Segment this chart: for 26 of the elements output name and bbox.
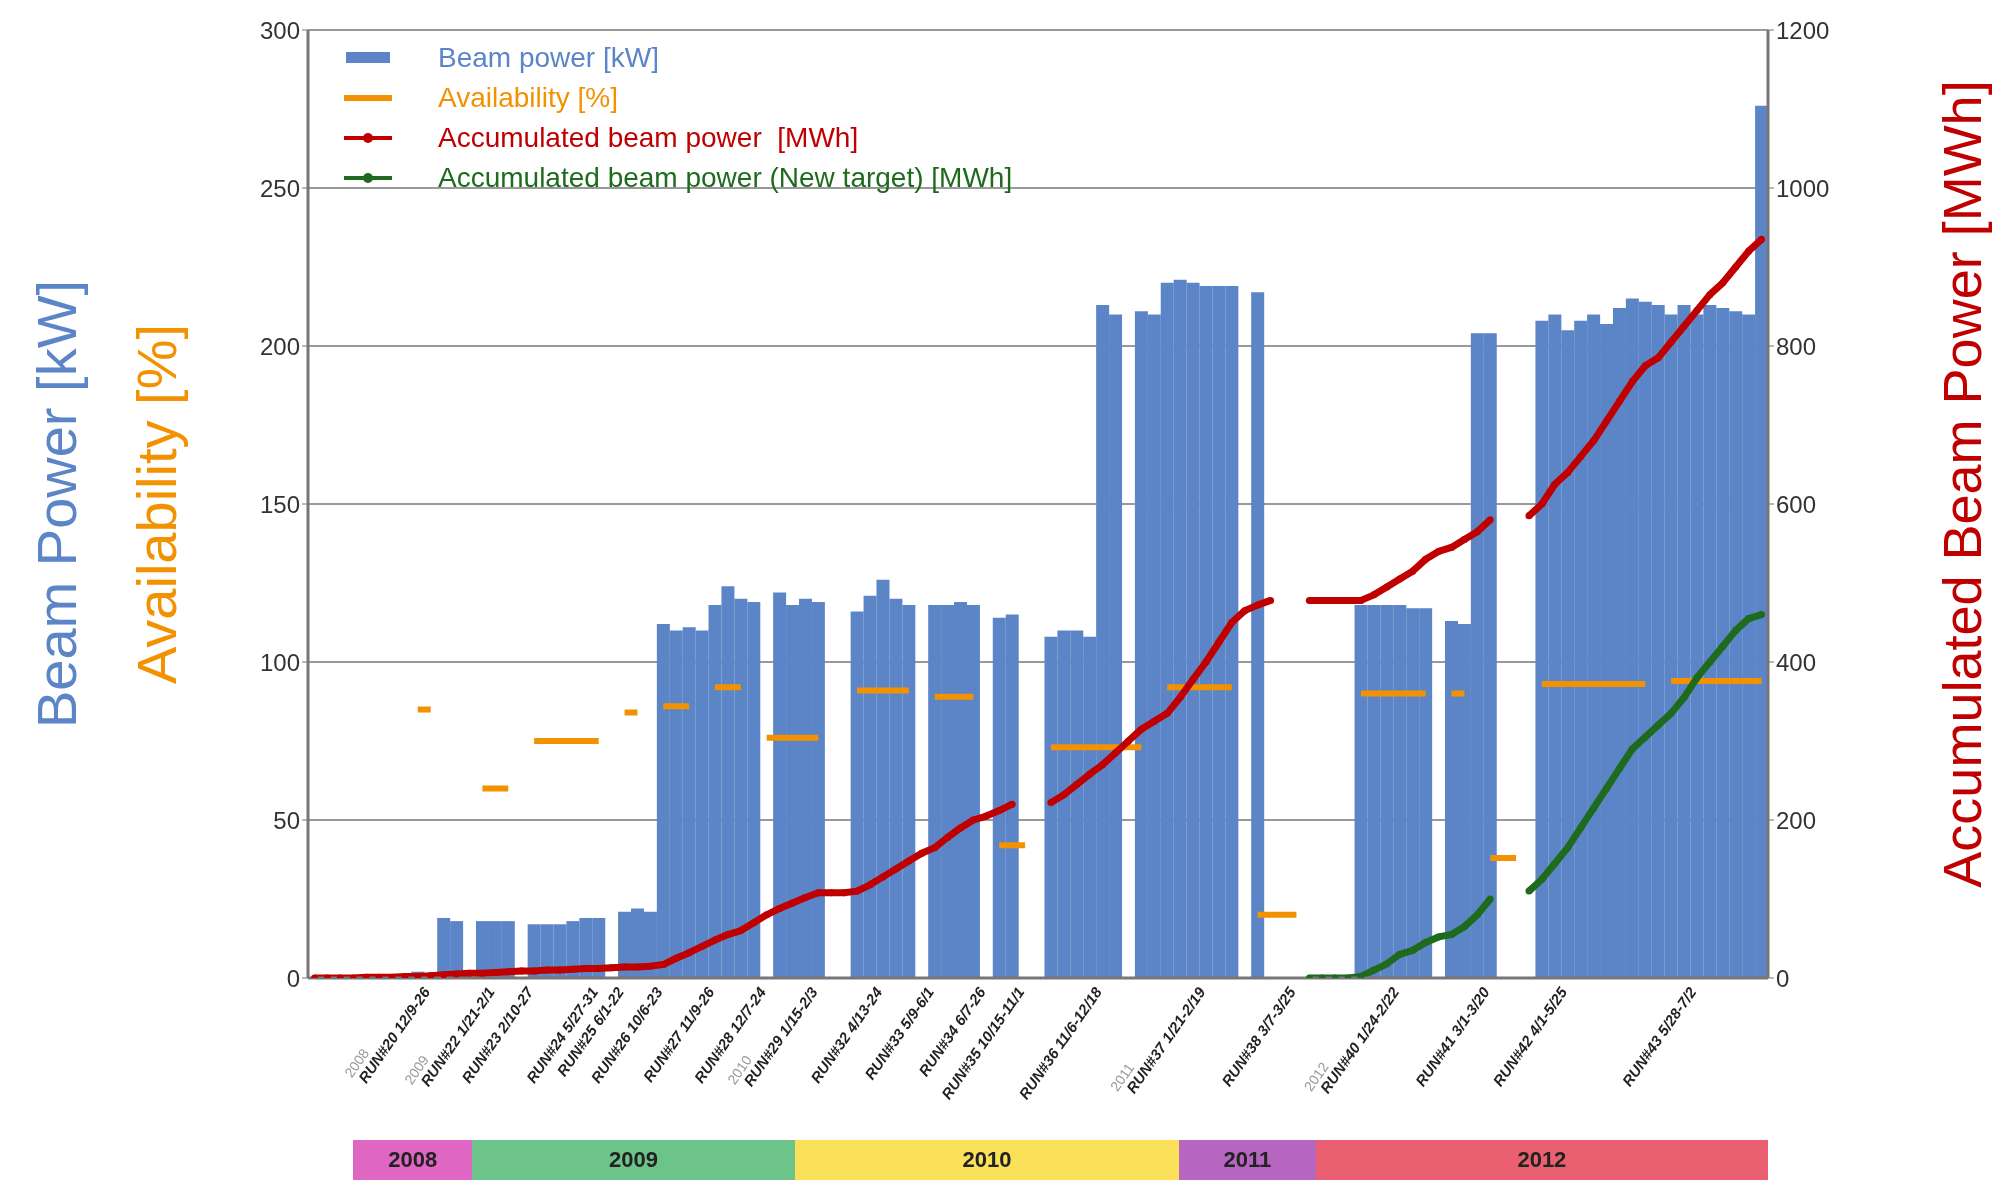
y-tick-label: 150	[259, 490, 300, 518]
y2-tick-label: 200	[1776, 806, 1817, 834]
y2-tick-label: 400	[1776, 648, 1817, 676]
legend-label: Accumulated beam power [MWh]	[438, 122, 859, 154]
y2-tick-label: 0	[1776, 964, 1790, 992]
text: 2012	[1315, 1140, 1768, 1180]
text: Availability [%]	[123, 323, 189, 685]
legend-label: Accumulated beam power (New target) [MWh]	[438, 162, 1013, 194]
y2-axis-title: Accumulated Beam Power [MWh]	[1931, 80, 1993, 888]
text: 2009	[472, 1140, 796, 1180]
text: 2008	[353, 1140, 473, 1180]
y-tick-label: 250	[259, 174, 300, 202]
y-tick-label: 300	[259, 16, 300, 44]
y-tick-label: 100	[259, 648, 300, 676]
y2-tick-label: 1200	[1776, 16, 1830, 44]
y-tick-label: 50	[273, 806, 300, 834]
y-axis-title: Beam Power [kW]	[23, 279, 89, 729]
text: 2010	[795, 1140, 1179, 1180]
y2-tick-label: 800	[1776, 332, 1817, 360]
y-tick-label: 200	[259, 332, 300, 360]
legend-label: Availability [%]	[438, 82, 619, 114]
legend-label: Beam power [kW]	[438, 42, 659, 74]
y-tick-label: 0	[286, 964, 300, 992]
text: 2011	[1178, 1140, 1316, 1180]
y2-tick-label: 1000	[1776, 174, 1830, 202]
y2-tick-label: 600	[1776, 490, 1817, 518]
